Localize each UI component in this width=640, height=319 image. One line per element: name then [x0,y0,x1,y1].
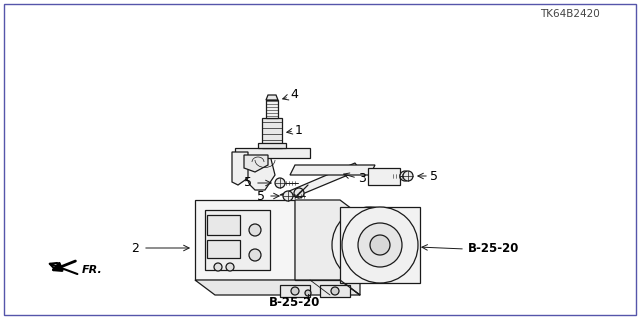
Circle shape [305,290,311,296]
Polygon shape [195,280,360,295]
Text: 2: 2 [131,241,139,255]
Polygon shape [240,155,275,190]
Polygon shape [207,240,240,258]
Text: 3: 3 [358,172,366,184]
Text: 1: 1 [295,123,303,137]
Text: 4: 4 [290,88,298,101]
Polygon shape [368,168,400,185]
Circle shape [403,171,413,181]
Polygon shape [340,207,420,283]
Polygon shape [232,152,248,185]
Circle shape [342,207,418,283]
Polygon shape [235,148,310,158]
Circle shape [283,191,293,201]
Polygon shape [207,215,240,235]
Text: TK64B2420: TK64B2420 [540,9,600,19]
Circle shape [360,235,380,255]
Text: 5: 5 [244,176,252,189]
Text: 5: 5 [430,169,438,182]
Polygon shape [320,285,350,297]
Text: B-25-20: B-25-20 [468,242,520,256]
Polygon shape [295,200,360,295]
Circle shape [214,263,222,271]
Circle shape [370,235,390,255]
Polygon shape [290,165,375,175]
Polygon shape [266,95,278,100]
Text: B-25-20: B-25-20 [269,296,321,309]
Circle shape [275,178,285,188]
Polygon shape [244,155,268,172]
Polygon shape [258,143,286,148]
Circle shape [332,207,408,283]
Circle shape [249,224,261,236]
Polygon shape [280,285,310,297]
Circle shape [400,171,410,181]
Polygon shape [266,100,278,118]
Circle shape [348,223,392,267]
Polygon shape [205,210,270,270]
Circle shape [294,188,304,198]
Circle shape [249,249,261,261]
Circle shape [291,287,299,295]
Text: FR.: FR. [82,265,103,275]
Circle shape [226,263,234,271]
Polygon shape [280,163,360,195]
Polygon shape [195,200,295,280]
Text: 5: 5 [257,189,265,203]
Circle shape [331,287,339,295]
Polygon shape [262,118,282,148]
Circle shape [358,223,402,267]
